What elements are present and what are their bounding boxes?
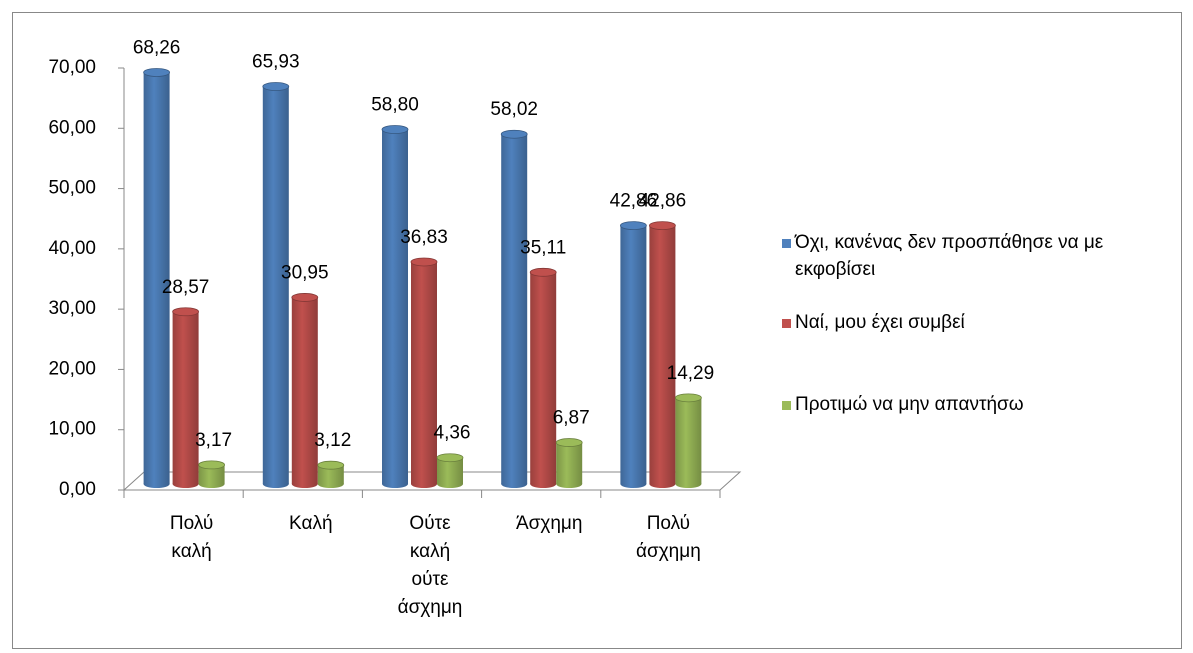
bar-body <box>317 465 344 484</box>
value-label: 42,86 <box>639 191 687 212</box>
bar-body <box>198 464 225 484</box>
bar-body <box>143 72 170 484</box>
bar-body <box>675 397 702 484</box>
bar-bottom <box>556 480 583 488</box>
floor <box>122 471 742 491</box>
bar <box>436 453 464 488</box>
bar-bottom <box>262 480 289 488</box>
bar <box>620 221 647 488</box>
bar-body <box>172 311 199 484</box>
value-label: 28,57 <box>162 277 210 298</box>
bar <box>555 438 583 488</box>
bar-bottom <box>620 480 647 488</box>
value-label: 65,93 <box>252 52 300 73</box>
bar <box>317 460 345 488</box>
bar <box>262 82 290 488</box>
bar <box>500 129 528 488</box>
bar-bottom <box>143 480 170 488</box>
bar <box>675 393 702 488</box>
bar-bottom <box>675 480 702 488</box>
bar <box>381 125 409 488</box>
bar <box>529 267 557 488</box>
legend-entry: Όχι, κανένας δεν προσπάθησε να με εκφοβί… <box>782 229 1185 283</box>
bar <box>172 307 200 488</box>
y-tick-label: 50,00 <box>48 178 96 199</box>
x-tick-label: Ούτε καλή ούτε άσχημη <box>397 513 463 618</box>
bar-top <box>262 82 290 91</box>
bar-top <box>291 293 319 302</box>
bar-top <box>620 221 647 231</box>
y-tick-label: 60,00 <box>48 117 96 138</box>
bar <box>143 68 171 488</box>
value-label: 36,83 <box>400 227 448 248</box>
bar-bottom <box>437 480 463 488</box>
y-tick-label: 30,00 <box>48 298 96 319</box>
value-label: 68,26 <box>133 38 181 59</box>
value-label: 14,29 <box>667 363 715 384</box>
bar <box>410 257 438 488</box>
value-label: 42,86 <box>610 191 658 212</box>
bar-body <box>620 225 647 485</box>
bar <box>198 460 226 488</box>
bar-bottom <box>317 480 344 488</box>
bar-body <box>291 297 318 484</box>
value-label: 35,11 <box>520 237 566 258</box>
value-label: 4,36 <box>434 423 471 444</box>
bar-body <box>649 225 676 485</box>
bar-top <box>649 221 676 231</box>
bar-bottom <box>411 480 437 488</box>
bar-bottom <box>198 480 225 488</box>
bar <box>649 221 676 488</box>
value-label: 6,87 <box>553 408 590 429</box>
y-tick-label: 20,00 <box>48 358 96 379</box>
bar-bottom <box>501 480 528 488</box>
x-tick-label: Καλή <box>289 513 333 534</box>
legend-entry: Ναί, μου έχει συμβεί <box>782 309 1185 336</box>
x-tick-label: Πολύ άσχημη <box>636 513 701 562</box>
y-tick-label: 70,00 <box>48 57 96 78</box>
value-label: 30,95 <box>281 262 329 283</box>
x-tick-label: Άσχημη <box>515 513 583 534</box>
bar-bottom <box>382 480 408 488</box>
bar-top <box>675 393 702 403</box>
value-label: 3,17 <box>195 430 232 451</box>
bar-top <box>172 307 200 317</box>
chart-frame <box>12 12 1182 649</box>
value-label: 58,02 <box>490 99 538 120</box>
bar-body <box>501 134 528 484</box>
bar-bottom <box>649 480 676 488</box>
y-tick-label: 10,00 <box>48 419 96 440</box>
bar-body <box>556 442 583 484</box>
bar-bottom <box>530 480 557 488</box>
legend-swatch <box>782 401 791 410</box>
bar-top <box>529 267 557 277</box>
value-label: 58,80 <box>371 95 419 116</box>
x-tick-label: Πολύ καλή <box>169 513 214 562</box>
bar <box>291 293 319 488</box>
bar-top <box>317 460 345 470</box>
y-tick-label: 0,00 <box>59 479 96 500</box>
value-label: 3,12 <box>314 430 351 451</box>
legend-entry: Προτιμώ να μην απαντήσω <box>782 391 1185 418</box>
bar-body <box>382 129 408 484</box>
bar-top <box>436 453 464 463</box>
bar-top <box>143 68 171 77</box>
bar-top <box>500 129 528 139</box>
bar-top <box>198 460 226 470</box>
y-tick-label: 40,00 <box>48 238 96 259</box>
bar-top <box>555 438 583 447</box>
bar-body <box>411 261 437 484</box>
bar-bottom <box>172 480 199 488</box>
bar-body <box>262 86 289 484</box>
bar-top <box>381 125 409 134</box>
legend-swatch <box>782 239 791 248</box>
legend-swatch <box>782 319 791 328</box>
bar-top <box>410 257 438 267</box>
bar-body <box>530 272 557 484</box>
bar-bottom <box>291 480 318 488</box>
